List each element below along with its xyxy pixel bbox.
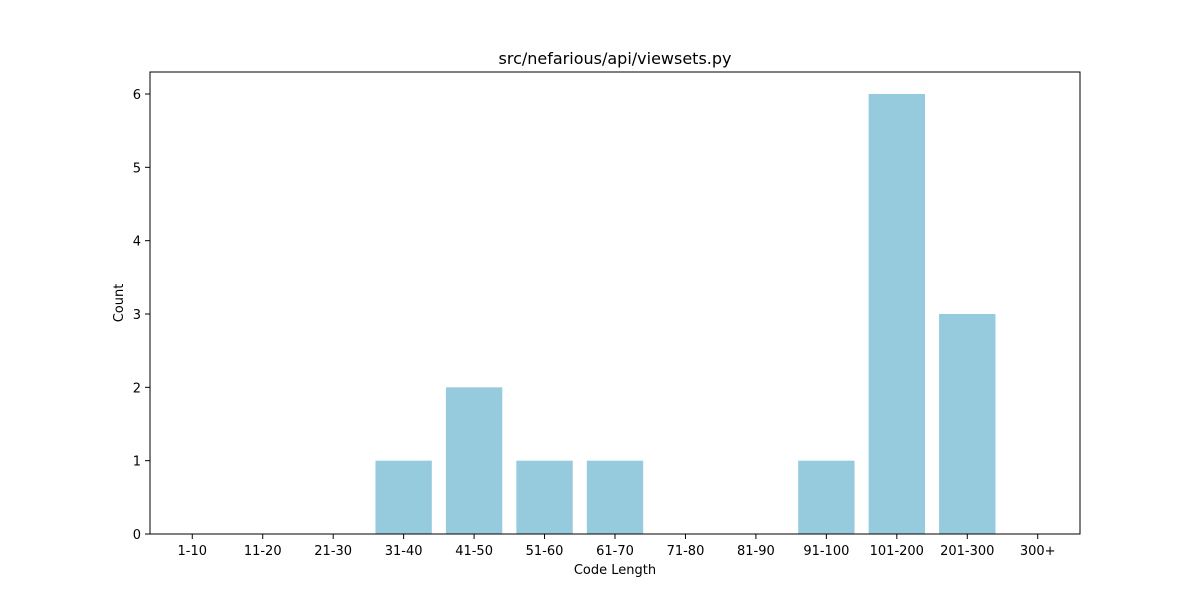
x-axis: 1-10 11-20 21-30 31-40 41-50 51-60 61-70 71-80 8… <box>178 534 1056 559</box>
bar-91-100 <box>798 460 855 534</box>
bar-101-200 <box>868 94 925 534</box>
y-tick-label: 1 <box>133 455 141 470</box>
plot-frame <box>149 71 1081 535</box>
x-tick-label: 101-200 <box>870 544 924 559</box>
x-tick-label: 91-100 <box>803 544 849 559</box>
y-axis: 0 1 2 3 4 5 6 <box>133 88 150 543</box>
x-tick-label: 81-90 <box>737 544 775 559</box>
x-tick-label: 31-40 <box>385 544 423 559</box>
x-tick-label: 41-50 <box>455 544 493 559</box>
bar-51-60 <box>516 460 573 534</box>
x-tick-label: 51-60 <box>526 544 564 559</box>
y-axis-label: Count <box>112 284 127 323</box>
x-tick-label: 1-10 <box>178 544 208 559</box>
x-tick-label: 21-30 <box>314 544 352 559</box>
x-tick-label: 300+ <box>1020 544 1056 559</box>
bar-31-40 <box>375 460 432 534</box>
x-tick-label: 71-80 <box>667 544 705 559</box>
bars-group <box>375 94 996 534</box>
y-tick-label: 6 <box>133 88 141 103</box>
chart-title: src/nefarious/api/viewsets.py <box>499 49 732 68</box>
x-tick-label: 201-300 <box>940 544 994 559</box>
x-tick-label: 11-20 <box>244 544 282 559</box>
y-tick-label: 2 <box>133 381 141 396</box>
y-tick-label: 5 <box>133 161 141 176</box>
bar-201-300 <box>939 314 996 534</box>
bar-41-50 <box>445 387 503 534</box>
bar-61-70 <box>586 460 644 534</box>
x-axis-label: Code Length <box>574 563 656 578</box>
y-tick-label: 3 <box>133 308 141 323</box>
x-tick-label: 61-70 <box>596 544 634 559</box>
y-tick-label: 0 <box>133 528 141 543</box>
y-tick-label: 4 <box>133 235 141 250</box>
